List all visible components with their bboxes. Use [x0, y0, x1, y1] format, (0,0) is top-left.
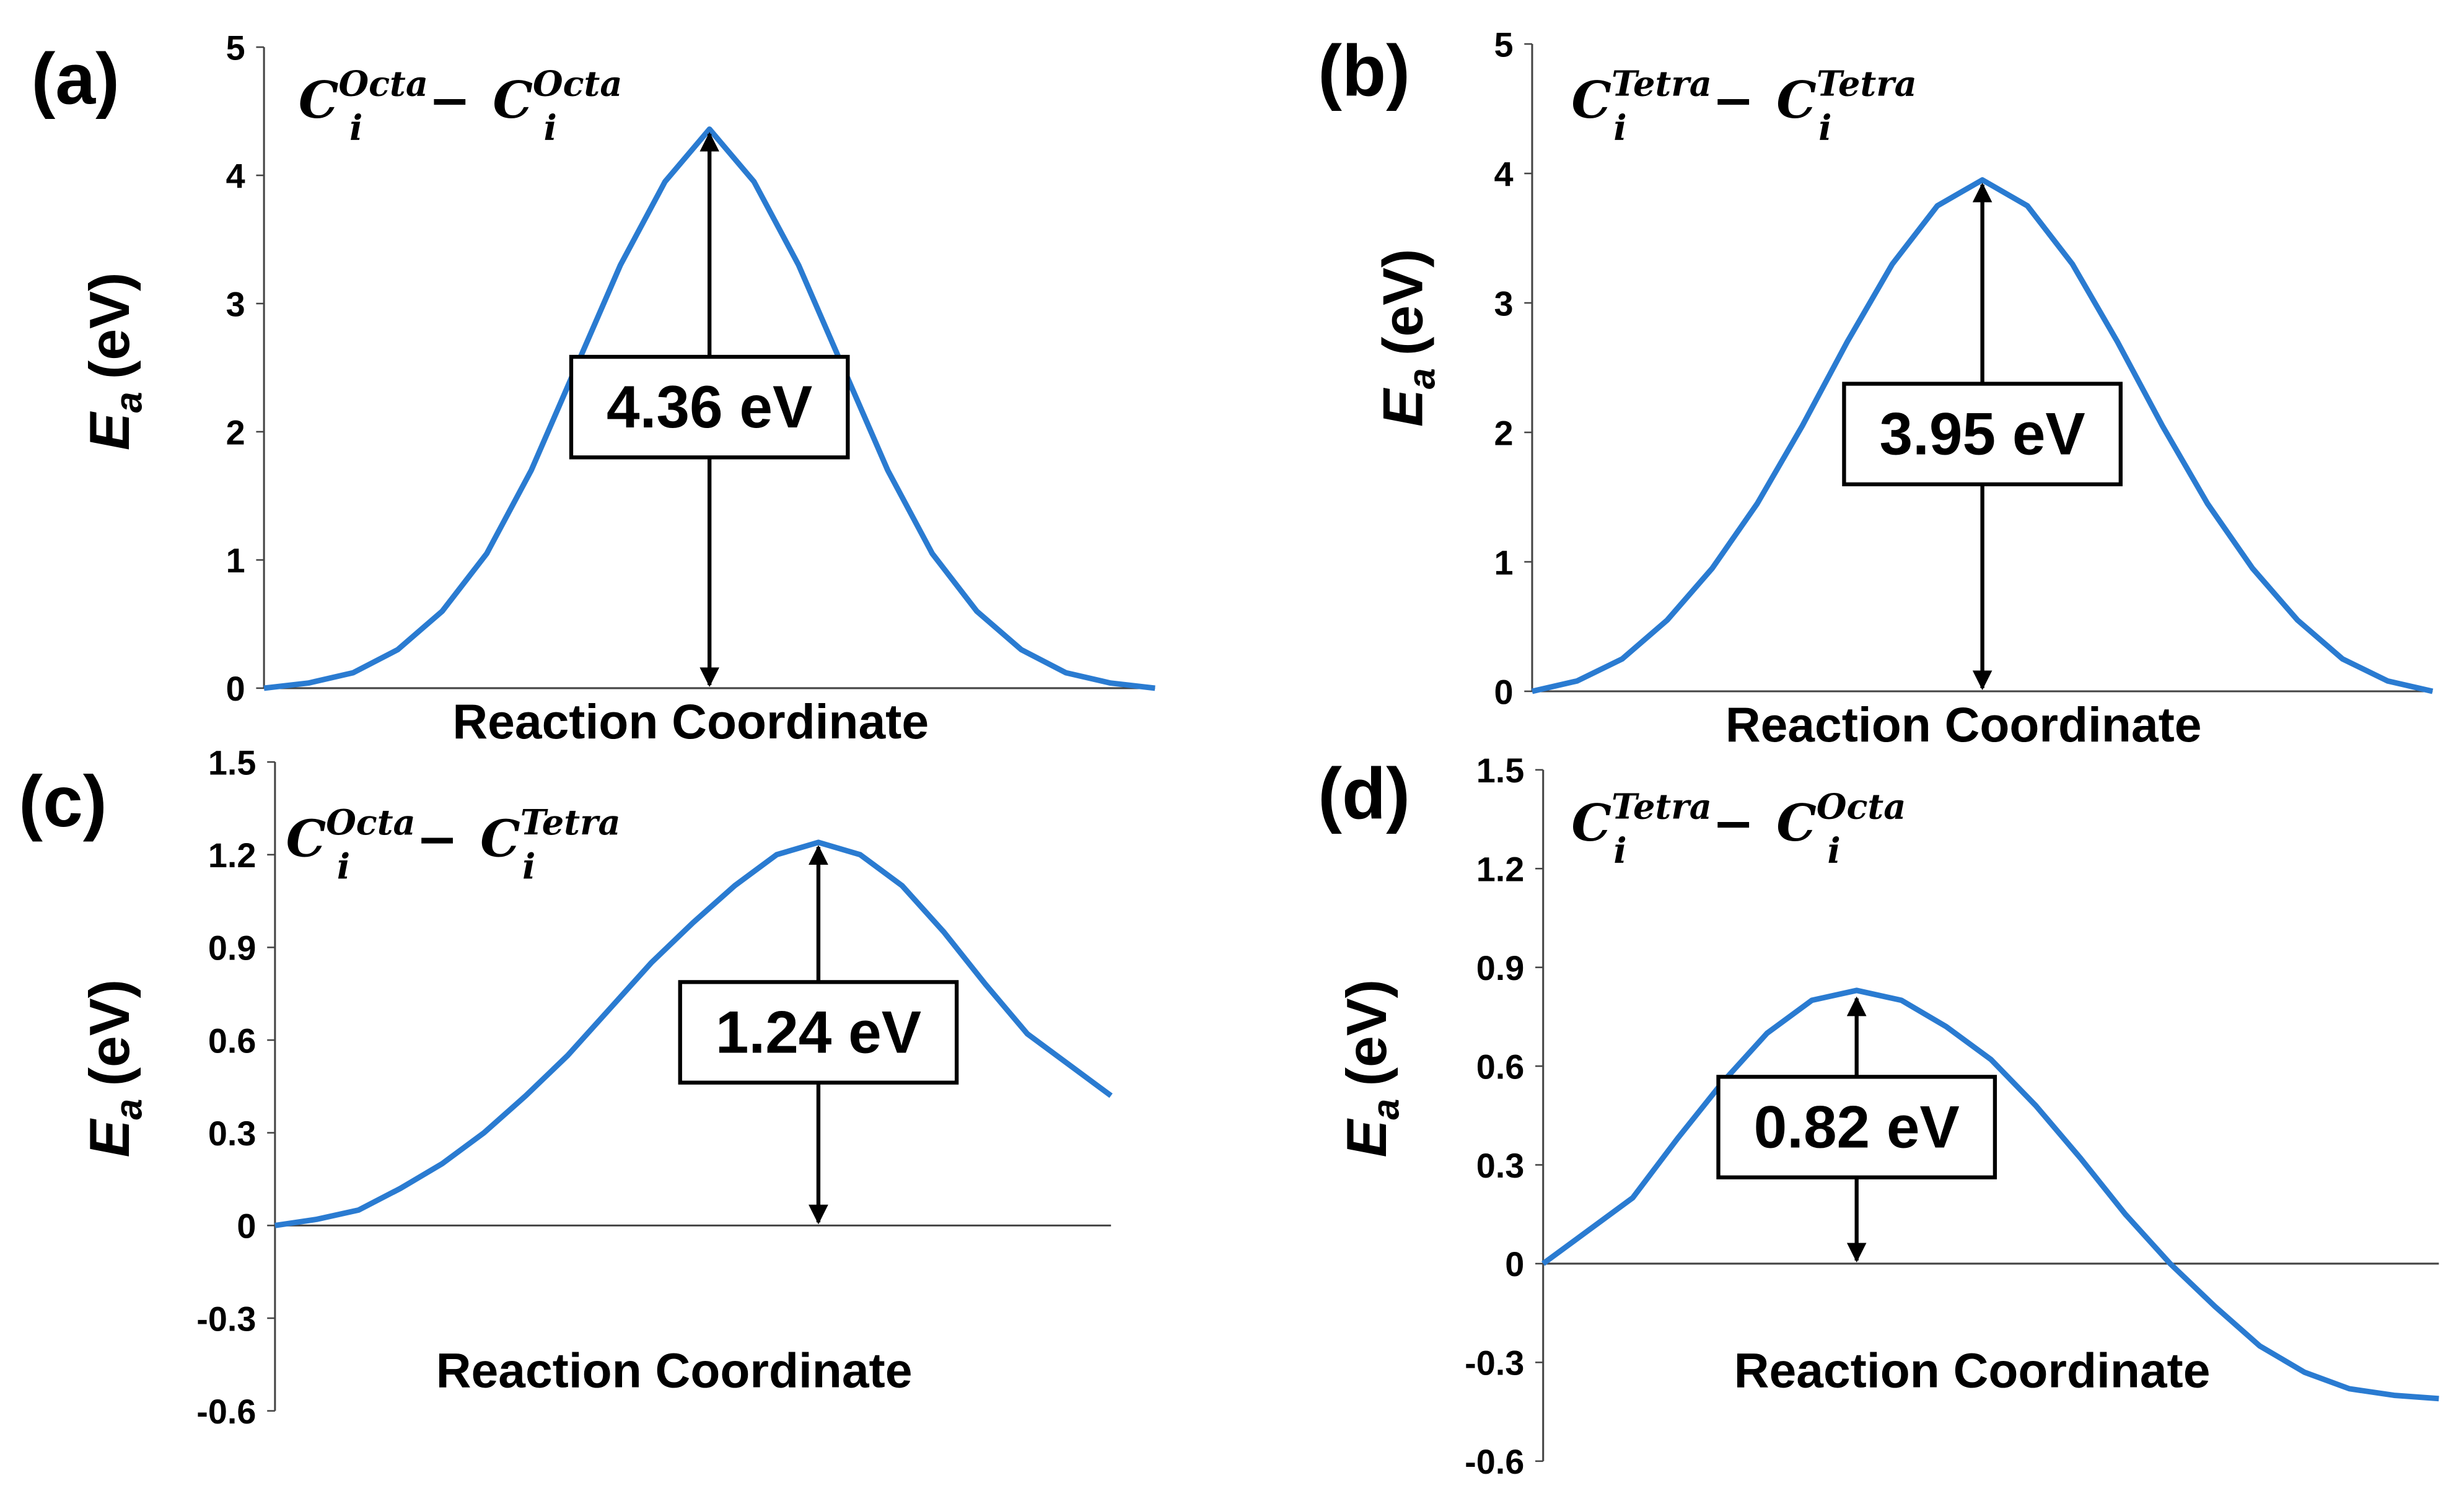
y-tick-label: 3	[226, 284, 245, 323]
y-label-symbol: E	[78, 1117, 141, 1157]
x-axis-label: Reaction Coordinate	[436, 1344, 913, 1398]
barrier-label: 0.82 eV	[1754, 1095, 1960, 1161]
y-tick-label: 0.6	[1476, 1047, 1525, 1086]
y-label-subscript: a	[107, 391, 149, 413]
y-tick-label: 1.5	[1476, 751, 1525, 790]
species-base: C	[286, 810, 327, 868]
y-tick-label: -0.6	[196, 1392, 256, 1431]
panel-label: (d)	[1318, 753, 1410, 834]
species-subscript: i	[1828, 831, 1841, 871]
y-tick-label: 1	[1494, 543, 1513, 582]
species-subscript: i	[1818, 108, 1831, 149]
y-tick-label: -0.3	[196, 1299, 256, 1338]
y-label-unit: (eV)	[78, 273, 141, 379]
x-axis-label: Reaction Coordinate	[452, 694, 929, 749]
species-base: C	[1571, 71, 1611, 130]
panel-label: (b)	[1318, 30, 1410, 111]
species-subscript: i	[337, 847, 350, 887]
y-label-unit: (eV)	[1371, 249, 1434, 356]
energy-curve	[274, 839, 1113, 1228]
species-base: C	[1776, 71, 1817, 130]
species-subscript: i	[1613, 831, 1626, 871]
species-superscript: Octa	[339, 64, 428, 105]
y-label-symbol: E	[78, 411, 141, 450]
y-tick-label: 4	[1494, 154, 1513, 193]
y-tick-label: 0.9	[1476, 948, 1525, 987]
species-superscript: Octa	[326, 803, 415, 843]
y-label-symbol: E	[1371, 387, 1434, 427]
species-superscript: Tetra	[1611, 64, 1712, 105]
y-axis-label: Ea (eV)	[1335, 979, 1406, 1158]
species-annotation: COcta i − CTetra i	[286, 803, 621, 887]
y-axis-label: Ea (eV)	[78, 979, 149, 1158]
y-axis-label: Ea (eV)	[1371, 249, 1442, 427]
species-base: C	[1571, 794, 1611, 853]
y-label-symbol: E	[1335, 1117, 1398, 1157]
y-axis-label: Ea (eV)	[78, 273, 149, 451]
y-tick-label: 0.3	[208, 1114, 256, 1153]
species-annotation: CTetra i − CTetra i	[1571, 64, 1916, 149]
barrier-box	[678, 980, 959, 1085]
species-base: C	[480, 810, 520, 868]
species-subscript: i	[1613, 108, 1626, 149]
y-label-subscript: a	[107, 1099, 149, 1120]
species-separator: −	[1712, 794, 1755, 853]
y-label-subscript: a	[1364, 1099, 1406, 1120]
species-separator: −	[429, 71, 471, 130]
barrier-label: 1.24 eV	[716, 1000, 921, 1066]
species-base: C	[299, 71, 339, 130]
barrier-box	[1716, 1075, 1997, 1179]
y-tick-label: 1.2	[208, 836, 256, 875]
energy-curve	[1531, 177, 2434, 694]
y-tick-label: 0.6	[208, 1021, 256, 1060]
species-base: C	[1776, 794, 1817, 853]
barrier-box	[569, 354, 850, 460]
y-tick-label: -0.6	[1465, 1442, 1524, 1481]
barrier-label: 3.95 eV	[1879, 401, 2085, 468]
species-base: C	[493, 71, 533, 130]
y-tick-label: -0.3	[1465, 1344, 1524, 1383]
energy-curve	[1541, 987, 2439, 1402]
x-axis-label: Reaction Coordinate	[1734, 1344, 2211, 1398]
species-annotation: CTetra i − COcta i	[1571, 787, 1906, 871]
y-tick-label: 0.3	[1476, 1146, 1525, 1185]
species-superscript: Octa	[533, 64, 622, 105]
species-superscript: Tetra	[520, 803, 621, 843]
y-label-unit: (eV)	[1335, 979, 1398, 1086]
y-tick-label: 1.2	[1476, 850, 1525, 889]
y-tick-label: 0.9	[208, 929, 256, 968]
species-superscript: Octa	[1817, 787, 1906, 827]
y-tick-label: 1	[226, 541, 245, 580]
y-label-unit: (eV)	[78, 979, 141, 1086]
panel-label: (c)	[19, 761, 107, 842]
y-tick-label: 5	[226, 28, 245, 67]
species-separator: −	[416, 810, 458, 868]
y-tick-label: 2	[1494, 413, 1513, 452]
y-tick-label: 0	[1505, 1244, 1524, 1283]
species-annotation: COcta i − COcta i	[299, 64, 623, 149]
panel-label: (a)	[31, 38, 120, 119]
species-superscript: Tetra	[1611, 787, 1712, 827]
y-tick-label: 2	[226, 413, 245, 452]
y-tick-label: 0	[237, 1207, 256, 1246]
barrier-label: 4.36 eV	[607, 374, 812, 440]
y-tick-label: 0	[226, 669, 245, 708]
barrier-box	[1842, 382, 2123, 487]
species-separator: −	[1712, 71, 1755, 130]
species-subscript: i	[544, 108, 557, 149]
species-subscript: i	[349, 108, 362, 149]
energy-curve	[263, 126, 1155, 691]
y-tick-label: 3	[1494, 284, 1513, 323]
y-tick-label: 4	[226, 156, 245, 195]
y-tick-label: 5	[1494, 25, 1513, 64]
y-tick-label: 0	[1494, 672, 1513, 711]
species-superscript: Tetra	[1817, 64, 1917, 105]
y-label-subscript: a	[1401, 368, 1443, 389]
x-axis-label: Reaction Coordinate	[1725, 697, 2202, 752]
species-subscript: i	[522, 847, 535, 887]
y-tick-label: 1.5	[208, 743, 256, 782]
